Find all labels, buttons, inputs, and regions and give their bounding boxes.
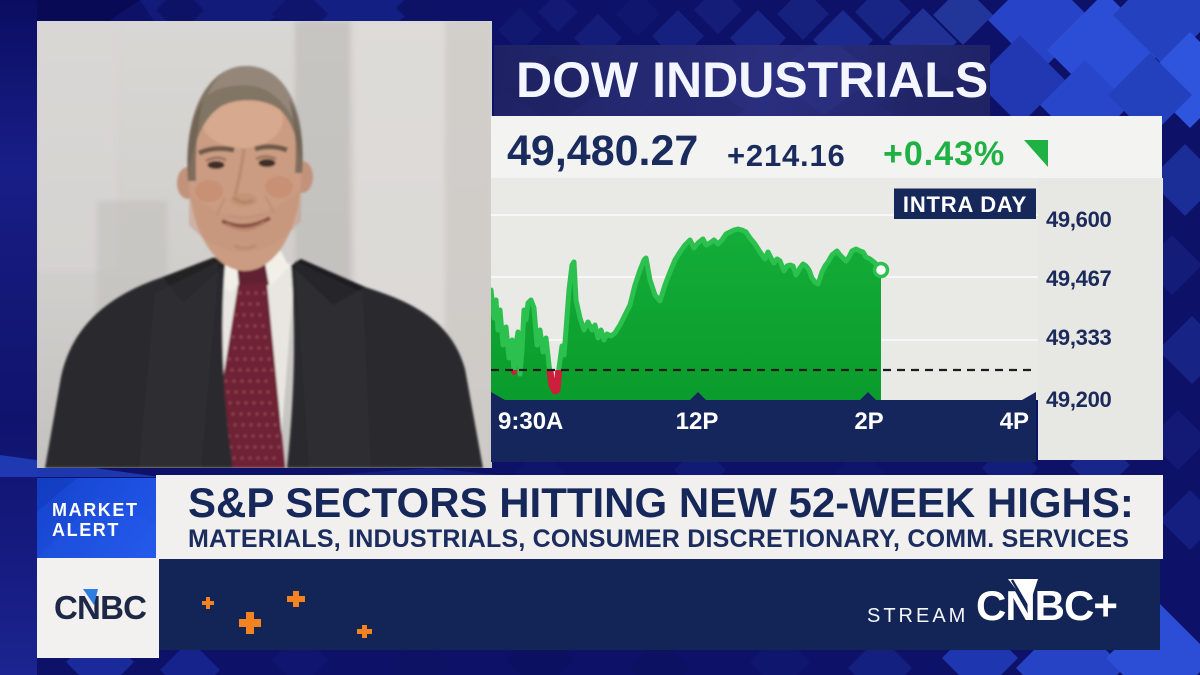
svg-text:CNBC: CNBC — [54, 589, 146, 626]
svg-text:INTRA DAY: INTRA DAY — [903, 192, 1027, 217]
svg-text:49,467: 49,467 — [1046, 266, 1112, 291]
svg-text:49,600: 49,600 — [1046, 207, 1112, 232]
svg-text:4P: 4P — [1000, 408, 1029, 435]
svg-text:2P: 2P — [854, 408, 883, 435]
svg-text:49,200: 49,200 — [1046, 387, 1112, 412]
svg-text:12P: 12P — [676, 408, 719, 435]
svg-text:9:30A: 9:30A — [498, 408, 563, 435]
svg-text:CNBC+: CNBC+ — [976, 582, 1117, 629]
svg-text:49,333: 49,333 — [1046, 325, 1112, 350]
